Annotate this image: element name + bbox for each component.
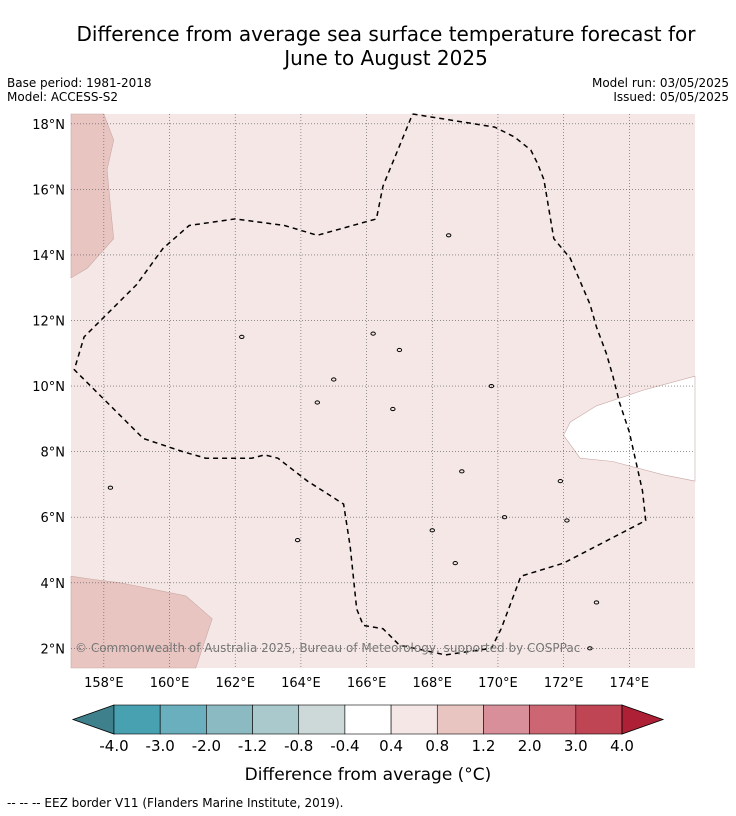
lat-tick-label: 4°N	[41, 577, 66, 592]
island-outline	[452, 561, 458, 566]
chart-title: Difference from average sea surface temp…	[0, 22, 736, 70]
issued-date: Issued: 05/05/2025	[613, 90, 729, 104]
colorbar-segment	[252, 704, 300, 735]
lon-tick-label: 164°E	[281, 676, 321, 691]
title-line-2: June to August 2025	[284, 46, 488, 70]
lat-tick-label: 2°N	[41, 642, 66, 657]
lat-tick-label: 16°N	[32, 183, 65, 198]
island-outline	[294, 538, 301, 543]
colorbar-tick-label: -3.0	[146, 737, 175, 755]
lon-tick-label: 160°E	[150, 676, 190, 691]
colorbar-tick-label: 1.2	[472, 737, 496, 755]
island-outline	[445, 233, 452, 238]
colorbar-segment	[483, 704, 530, 735]
island-outline	[396, 347, 403, 353]
lon-tick-label: 168°E	[412, 676, 452, 691]
lon-tick-label: 174°E	[610, 676, 650, 691]
lon-tick-label: 162°E	[215, 676, 255, 691]
colorbar-tick-label: 0.8	[425, 737, 449, 755]
colorbar-tick-label: 4.0	[610, 737, 634, 755]
colorbar-tick-label: -0.4	[330, 737, 359, 755]
island-outline	[314, 400, 321, 405]
colorbar: -4.0 -3.0 -2.0 -1.2 -0.8 -0.4 0.4 0.8 1.2 2.0 3.0 4…	[71, 704, 665, 755]
colorbar-label: Difference from average (°C)	[245, 765, 492, 785]
lon-tick-label: 172°E	[544, 676, 584, 691]
lat-tick-label: 14°N	[32, 249, 65, 264]
lon-tick-label: 166°E	[347, 676, 387, 691]
title-line-1: Difference from average sea surface temp…	[76, 22, 696, 46]
island-outline	[459, 469, 465, 474]
lat-tick-label: 6°N	[41, 511, 66, 526]
colorbar-extend-low	[71, 704, 115, 735]
colorbar-tick-label: -1.2	[238, 737, 267, 755]
colorbar-segment	[436, 704, 484, 735]
island-outline	[501, 515, 508, 520]
colorbar-segment	[159, 704, 207, 735]
eez-border	[73, 113, 647, 656]
colorbar-segment	[206, 704, 253, 735]
colorbar-segment	[298, 704, 346, 735]
eez-legend-footnote: -- -- -- EEZ border V11 (Flanders Marine…	[7, 796, 344, 810]
colorbar-tick-label: -4.0	[99, 737, 128, 755]
lon-tick-label: 158°E	[84, 676, 124, 691]
island-outline	[239, 334, 245, 340]
anomaly-region-3	[563, 375, 696, 482]
anomaly-region-1	[70, 113, 115, 279]
colorbar-segment	[390, 704, 438, 735]
map-panel: © Commonwealth of Australia 2025, Bureau…	[70, 113, 696, 669]
colorbar-tick-label: 3.0	[564, 737, 588, 755]
base-period: Base period: 1981-2018	[7, 76, 152, 90]
graticule	[71, 114, 695, 668]
colorbar-tick-label: 0.4	[379, 737, 403, 755]
anomaly-region-2	[70, 575, 213, 669]
island-outline	[429, 528, 435, 533]
colorbar-segment	[344, 704, 392, 735]
island-outline	[107, 485, 114, 490]
island-outline	[390, 406, 396, 412]
islands	[107, 233, 600, 651]
anomaly-regions	[70, 113, 696, 669]
island-outline	[331, 377, 337, 382]
island-outline	[557, 479, 564, 484]
model-run: Model run: 03/05/2025	[591, 76, 729, 90]
island-outline	[587, 646, 593, 651]
meta-right: Model run: 03/05/2025 Issued: 05/05/2025	[592, 76, 729, 104]
island-outline	[488, 383, 495, 389]
colorbar-extend-high	[621, 704, 665, 735]
model-name: Model: ACCESS-S2	[7, 90, 119, 104]
island-outline	[564, 518, 570, 523]
colorbar-segment	[575, 704, 623, 735]
meta-left: Base period: 1981-2018 Model: ACCESS-S2	[7, 76, 152, 104]
lat-tick-label: 10°N	[32, 380, 65, 395]
axis-ticks: 158°E 160°E 162°E 164°E 166°E 168°E 170°E 172°E…	[32, 118, 649, 691]
copyright-text: © Commonwealth of Australia 2025, Bureau…	[75, 641, 580, 655]
colorbar-tick-label: 2.0	[518, 737, 542, 755]
colorbar-segment	[113, 704, 161, 735]
colorbar-segment	[529, 704, 577, 735]
colorbar-tick-label: -2.0	[192, 737, 221, 755]
colorbar-tick-label: -0.8	[284, 737, 313, 755]
island-outline	[593, 600, 600, 605]
lat-tick-label: 8°N	[41, 446, 66, 461]
lon-tick-label: 170°E	[478, 676, 518, 691]
lat-tick-label: 18°N	[32, 118, 65, 133]
map-background	[71, 114, 695, 668]
lat-tick-label: 12°N	[32, 315, 65, 330]
island-outline	[370, 331, 376, 336]
